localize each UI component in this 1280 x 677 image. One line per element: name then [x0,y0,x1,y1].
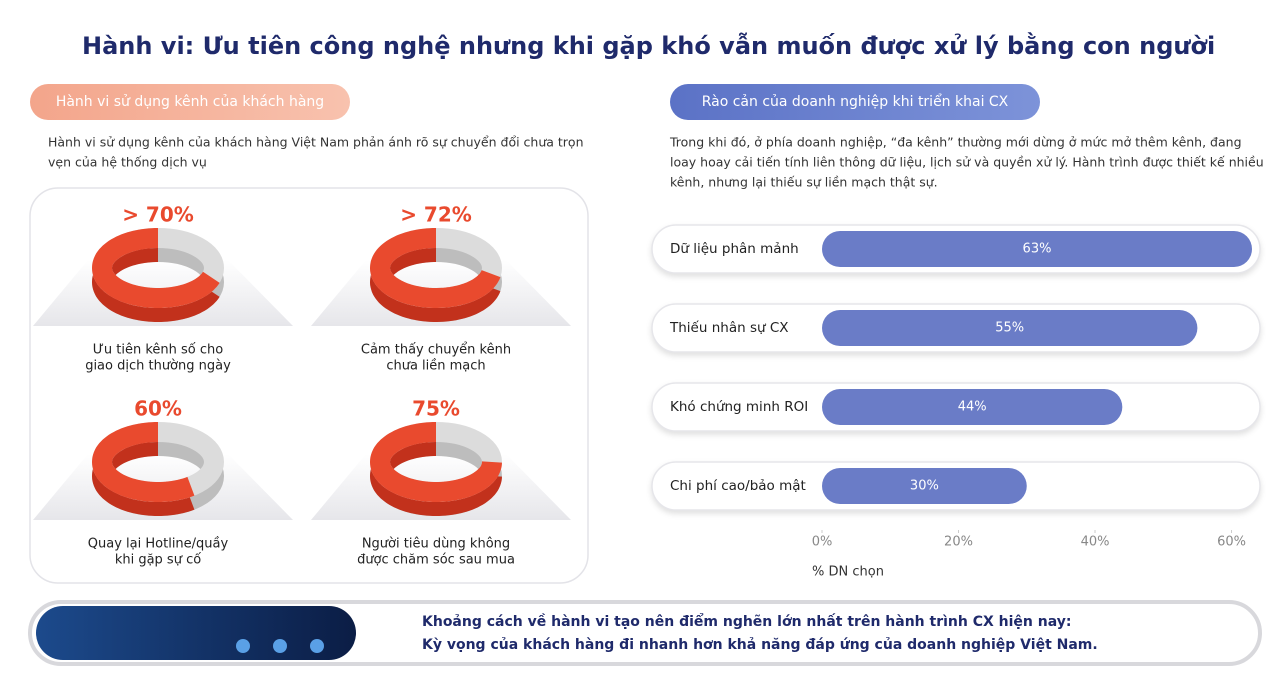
x-tick-label: 40% [1081,535,1110,550]
x-axis-label: % DN chọn [812,565,884,580]
banner-image [36,606,356,660]
left-heading: Hành vi sử dụng kênh của khách hàng [56,94,324,110]
bar-value-label: 63% [1023,242,1052,257]
right-paragraph: kênh, nhưng lại thiếu sự liền mạch thật … [670,175,938,190]
donut-caption: chưa liền mạch [386,359,485,374]
donut-value-label: > 72% [400,203,472,227]
donut-caption: giao dịch thường ngày [85,359,231,374]
donut-arc [369,422,502,502]
x-tick-label: 0% [812,535,833,550]
banner-icon [273,639,287,653]
donut-value-label: 75% [412,397,460,421]
donut-caption: Người tiêu dùng không [362,537,510,552]
donut-caption: Cảm thấy chuyển kênh [361,343,511,358]
banner-text: Khoảng cách về hành vi tạo nên điểm nghẽ… [422,613,1071,630]
x-tick-label: 20% [944,535,973,550]
bar [822,310,1198,346]
left-paragraph: vẹn của hệ thống dịch vụ [48,155,207,170]
donut-arc-depth [369,436,502,516]
x-tick-label: 60% [1217,535,1246,550]
right-paragraph: Trong khi đó, ở phía doanh nghiệp, “đa k… [669,135,1242,150]
right-paragraph: loay hoay cải tiến tính liên thông dữ li… [670,155,1264,170]
donut-caption: Quay lại Hotline/quầy [88,537,229,552]
right-heading-pill [670,84,1040,120]
page-title: Hành vi: Ưu tiên công nghệ nhưng khi gặp… [82,31,1215,60]
donut-arc [91,422,195,502]
donut-value-label: 60% [134,397,182,421]
left-paragraph: Hành vi sử dụng kênh của khách hàng Việt… [48,135,584,150]
donut-arc-depth [91,242,220,322]
banner-icon [310,639,324,653]
bar [822,231,1252,267]
left-heading-pill [30,84,350,120]
bar-category: Chi phí cao/bảo mật [670,478,806,494]
bar [822,389,1123,425]
donut-caption: khi gặp sự cố [115,553,201,568]
bar-value-label: 30% [910,479,939,494]
bar-category: Thiếu nhân sự CX [669,319,789,336]
donut-arc [369,228,501,308]
donut-caption: được chăm sóc sau mua [357,553,515,568]
donut-arc [91,228,220,308]
bar [822,468,1027,504]
banner-text: Kỳ vọng của khách hàng đi nhanh hơn khả … [422,637,1098,653]
bar-value-label: 44% [958,400,987,415]
bar-category: Dữ liệu phân mảnh [670,241,799,257]
banner-icon [236,639,250,653]
bar-value-label: 55% [995,321,1024,336]
donut-arc-depth [369,242,501,322]
right-heading: Rào cản của doanh nghiệp khi triển khai … [702,93,1009,110]
bar-category: Khó chứng minh ROI [670,399,808,415]
donut-caption: Ưu tiên kênh số cho [93,343,224,358]
donut-value-label: > 70% [122,203,194,227]
